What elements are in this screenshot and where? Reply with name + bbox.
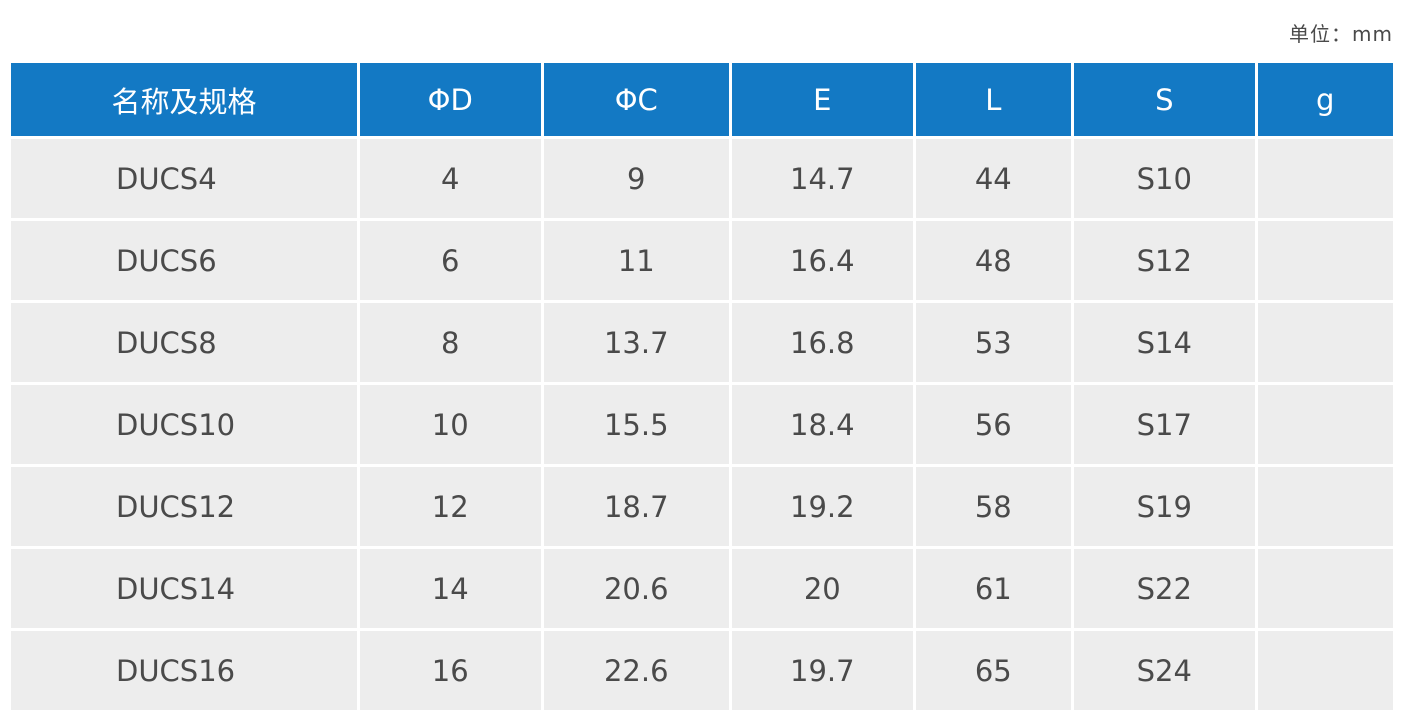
cell-d: 6 (360, 221, 541, 300)
header-s: S (1074, 63, 1255, 136)
cell-l: 56 (915, 385, 1072, 464)
cell-s: S22 (1074, 549, 1255, 628)
cell-c: 9 (543, 139, 730, 218)
cell-name: DUCS4 (11, 139, 357, 218)
cell-l: 58 (915, 467, 1072, 546)
unit-label: 单位：mm (1289, 22, 1393, 46)
cell-name: DUCS10 (11, 385, 357, 464)
cell-d: 14 (360, 549, 541, 628)
cell-d: 12 (360, 467, 541, 546)
cell-e: 16.8 (732, 303, 913, 382)
table-header-row: 名称及规格 ΦD ΦC E L S g (11, 63, 1393, 136)
cell-e: 19.2 (732, 467, 913, 546)
cell-e: 16.4 (732, 221, 913, 300)
table-row: DUCS6 6 11 16.4 48 S12 (11, 221, 1393, 300)
cell-c: 18.7 (543, 467, 730, 546)
spec-table: 名称及规格 ΦD ΦC E L S g DUCS4 4 9 14.7 44 S1… (8, 60, 1396, 713)
cell-l: 61 (915, 549, 1072, 628)
cell-d: 4 (360, 139, 541, 218)
cell-d: 10 (360, 385, 541, 464)
cell-c: 20.6 (543, 549, 730, 628)
cell-l: 53 (915, 303, 1072, 382)
cell-name: DUCS6 (11, 221, 357, 300)
cell-g (1257, 467, 1393, 546)
cell-e: 14.7 (732, 139, 913, 218)
table-row: DUCS10 10 15.5 18.4 56 S17 (11, 385, 1393, 464)
cell-e: 20 (732, 549, 913, 628)
table-row: DUCS4 4 9 14.7 44 S10 (11, 139, 1393, 218)
cell-e: 18.4 (732, 385, 913, 464)
cell-name: DUCS8 (11, 303, 357, 382)
header-outer-diameter-d: ΦD (360, 63, 541, 136)
cell-l: 65 (915, 631, 1072, 710)
cell-s: S14 (1074, 303, 1255, 382)
cell-d: 8 (360, 303, 541, 382)
header-weight-g: g (1257, 63, 1393, 136)
table-row: DUCS14 14 20.6 20 61 S22 (11, 549, 1393, 628)
cell-g (1257, 221, 1393, 300)
table-row: DUCS16 16 22.6 19.7 65 S24 (11, 631, 1393, 710)
cell-s: S19 (1074, 467, 1255, 546)
cell-s: S24 (1074, 631, 1255, 710)
cell-c: 22.6 (543, 631, 730, 710)
cell-g (1257, 139, 1393, 218)
cell-g (1257, 303, 1393, 382)
cell-name: DUCS14 (11, 549, 357, 628)
cell-e: 19.7 (732, 631, 913, 710)
cell-c: 15.5 (543, 385, 730, 464)
cell-l: 48 (915, 221, 1072, 300)
cell-g (1257, 631, 1393, 710)
cell-s: S10 (1074, 139, 1255, 218)
table-row: DUCS12 12 18.7 19.2 58 S19 (11, 467, 1393, 546)
cell-name: DUCS12 (11, 467, 357, 546)
cell-s: S12 (1074, 221, 1255, 300)
table-row: DUCS8 8 13.7 16.8 53 S14 (11, 303, 1393, 382)
header-length-l: L (915, 63, 1072, 136)
header-name-spec: 名称及规格 (11, 63, 357, 136)
cell-c: 11 (543, 221, 730, 300)
cell-s: S17 (1074, 385, 1255, 464)
cell-g (1257, 549, 1393, 628)
header-diameter-c: ΦC (543, 63, 730, 136)
header-e: E (732, 63, 913, 136)
cell-g (1257, 385, 1393, 464)
cell-c: 13.7 (543, 303, 730, 382)
cell-l: 44 (915, 139, 1072, 218)
cell-d: 16 (360, 631, 541, 710)
cell-name: DUCS16 (11, 631, 357, 710)
